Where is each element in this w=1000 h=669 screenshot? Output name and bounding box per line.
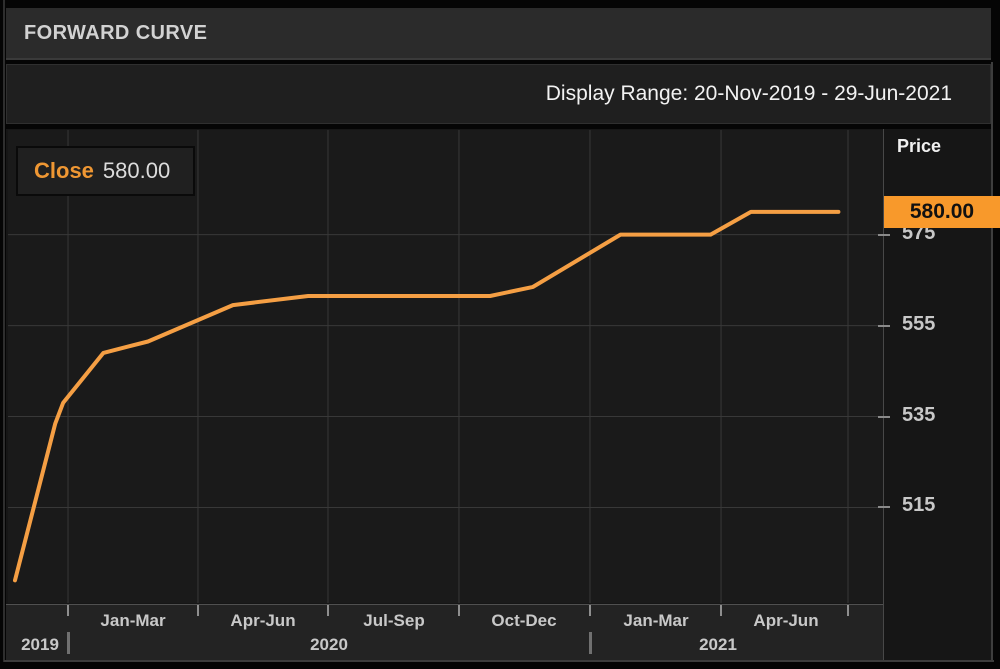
legend-series-name: Close [34, 158, 94, 183]
title-bar: FORWARD CURVE [6, 8, 991, 60]
quarter-label: Oct-Dec [491, 611, 557, 630]
price-tick-label: 535 [902, 403, 936, 426]
display-range-bar: Display Range: 20-Nov-2019 - 29-Jun-2021 [6, 64, 991, 124]
price-line [13, 209, 841, 583]
legend-series-value: 580.00 [102, 158, 171, 183]
quarter-tick-mark [67, 605, 69, 616]
quarter-label: Apr-Jun [753, 611, 819, 630]
price-tick-label: 515 [902, 494, 936, 517]
quarter-tick-mark [847, 605, 849, 616]
quarter-tick-mark [327, 605, 329, 616]
quarter-tick-mark [197, 605, 199, 616]
quarter-tick-mark [720, 605, 722, 616]
quarter-label: Jan-Mar [623, 611, 689, 630]
year-separator [589, 632, 592, 654]
quarter-label: Jul-Sep [363, 611, 425, 630]
time-axis: Jan-Mar Apr-Jun Jul-Sep Oct-Dec Jan-Mar Apr-J… [6, 604, 883, 662]
legend-close-box[interactable]: Close 580.00 [16, 146, 195, 196]
quarter-label: Apr-Jun [230, 611, 296, 630]
year-label: 2021 [699, 635, 737, 654]
left-frame-border [3, 0, 5, 662]
price-tick-mark [878, 233, 890, 236]
right-frame-border [991, 62, 993, 662]
price-tick-label: 555 [902, 312, 936, 335]
last-price-badge: 580.00 [884, 196, 1000, 228]
year-separator [67, 632, 70, 654]
price-tick-mark [878, 324, 890, 327]
page-title: FORWARD CURVE [24, 22, 208, 44]
price-tick-mark [878, 506, 890, 509]
price-chart-plot[interactable] [8, 130, 883, 603]
quarter-tick-mark [458, 605, 460, 616]
quarter-label: Jan-Mar [100, 611, 166, 630]
price-tick-mark [878, 415, 890, 418]
display-range-text: Display Range: 20-Nov-2019 - 29-Jun-2021 [545, 82, 952, 105]
year-label: 2020 [310, 635, 348, 654]
quarter-tick-mark [589, 605, 591, 616]
price-axis-title: Price [897, 136, 942, 156]
chart-area: Close 580.00 Price 575 555 535 515 580.00 Ja… [6, 129, 1000, 662]
bottom-frame-border [4, 660, 994, 662]
year-label: 2019 [21, 635, 59, 654]
